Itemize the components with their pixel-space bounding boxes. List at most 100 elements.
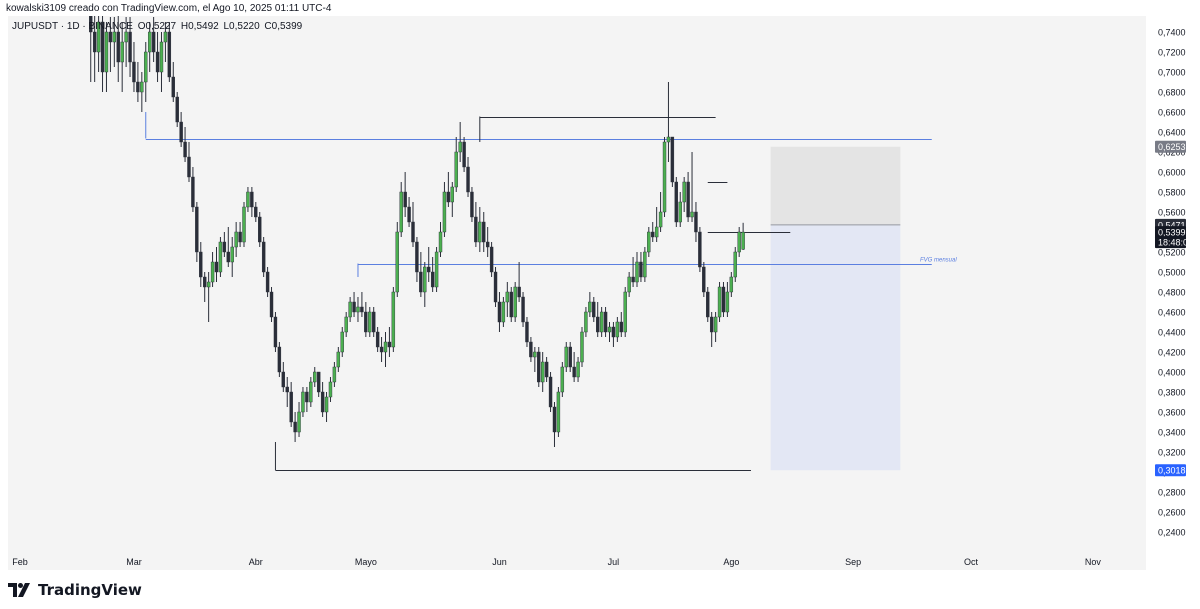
candle-up [513, 286, 517, 318]
candle-up [383, 341, 388, 353]
candle-down [430, 271, 435, 288]
price-tick-label: 0,4200 [1158, 348, 1186, 358]
candle-down [289, 391, 293, 423]
chart-caption: kowalski3109 creado con TradingView.com,… [6, 3, 332, 14]
candle-up [344, 316, 348, 333]
candle-up [580, 331, 584, 363]
candle-down [364, 311, 368, 333]
month-label: Jul [608, 557, 620, 567]
candle-up [654, 226, 659, 238]
candle-down [611, 326, 616, 338]
candle-down [548, 376, 553, 408]
candle-up [218, 241, 223, 273]
price-tick-label: 0,4400 [1158, 328, 1186, 338]
candle-down [269, 291, 274, 318]
candle-down [222, 241, 227, 253]
candle-down [552, 406, 557, 433]
candle-up [336, 351, 341, 368]
candle-up [576, 361, 580, 378]
candle-down [254, 206, 258, 218]
price-tick-label: 0,5800 [1158, 188, 1186, 198]
candle-up [230, 246, 234, 263]
month-label: Oct [964, 557, 979, 567]
candle-down [489, 246, 494, 273]
candle-up [163, 31, 168, 43]
candle-down [293, 421, 297, 433]
candle-up [533, 351, 537, 358]
candle-down [651, 231, 655, 238]
candle-down [226, 251, 230, 263]
candle-down [89, 16, 93, 33]
candle-up [584, 311, 588, 333]
candle-up [729, 276, 734, 293]
candle-down [415, 241, 419, 273]
price-tick-label: 0,4800 [1158, 288, 1186, 298]
candle-up [246, 191, 250, 208]
candle-up [564, 346, 568, 368]
candle-down [568, 346, 572, 368]
price-tick-label: 0,4000 [1158, 368, 1186, 378]
month-label: Ago [723, 557, 739, 567]
candle-up [234, 231, 238, 248]
price-tag-label: 18:48:01 [1158, 238, 1193, 248]
price-tick-label: 0,7000 [1158, 68, 1186, 78]
ohlc-open: O0,5227 [137, 21, 177, 32]
candle-down [427, 266, 431, 273]
candle-up [713, 316, 718, 333]
candle-up [206, 281, 211, 288]
candle-down [379, 346, 384, 353]
candle-down [521, 296, 525, 323]
candle-down [281, 371, 286, 388]
candle-down [387, 341, 392, 348]
candle-down [155, 51, 160, 73]
price-tick-label: 0,3800 [1158, 388, 1186, 398]
candle-down [187, 156, 191, 178]
price-tick-label: 0,6800 [1158, 88, 1186, 98]
symbol-legend: JUPUSDT · 1D · BINANCE O0,5227 H0,5492 L… [12, 21, 304, 33]
candle-up [297, 411, 301, 433]
price-tick-label: 0,5600 [1158, 208, 1186, 218]
candle-down [195, 206, 199, 253]
price-tag-label: 0,3018 [1158, 466, 1186, 476]
ohlc-high: H0,5492 [180, 21, 219, 32]
candle-down [199, 251, 203, 278]
candle-up [124, 31, 128, 43]
price-tag-label: 0,6253 [1158, 142, 1186, 152]
candle-down [151, 31, 156, 53]
candle-up [324, 396, 329, 413]
candle-up [309, 381, 313, 403]
candle-down [493, 271, 498, 303]
tradingview-brand[interactable]: TradingView [8, 581, 142, 599]
candle-down [525, 321, 529, 343]
candle-down [639, 261, 643, 278]
candle-down [470, 191, 474, 218]
candle-down [485, 241, 490, 248]
candle-up [556, 391, 561, 433]
ohlc-close: C0,5399 [264, 21, 303, 32]
price-axis [1146, 16, 1200, 570]
price-tick-label: 0,6000 [1158, 168, 1186, 178]
price-tag-label: 0,5471 [1158, 220, 1186, 230]
take-profit-zone [770, 224, 901, 471]
candle-up [682, 181, 686, 203]
candle-down [462, 141, 466, 168]
price-tick-label: 0,2400 [1158, 528, 1186, 538]
candle-down [238, 231, 242, 243]
price-tag [1155, 236, 1186, 249]
candle-up [647, 231, 651, 253]
candle-down [446, 191, 451, 203]
candle-up [505, 291, 510, 303]
candle-up [368, 311, 372, 333]
price-tick-label: 0,3200 [1158, 448, 1186, 458]
candle-down [320, 391, 325, 413]
candle-down [670, 136, 675, 183]
candle-up [560, 366, 565, 393]
price-tick-label: 0,4600 [1158, 308, 1186, 318]
candle-up [340, 331, 344, 353]
price-tick-label: 0,5200 [1158, 248, 1186, 258]
candle-up [666, 136, 671, 143]
candle-up [395, 231, 399, 293]
candle-down [372, 311, 376, 333]
candle-up [120, 41, 124, 63]
